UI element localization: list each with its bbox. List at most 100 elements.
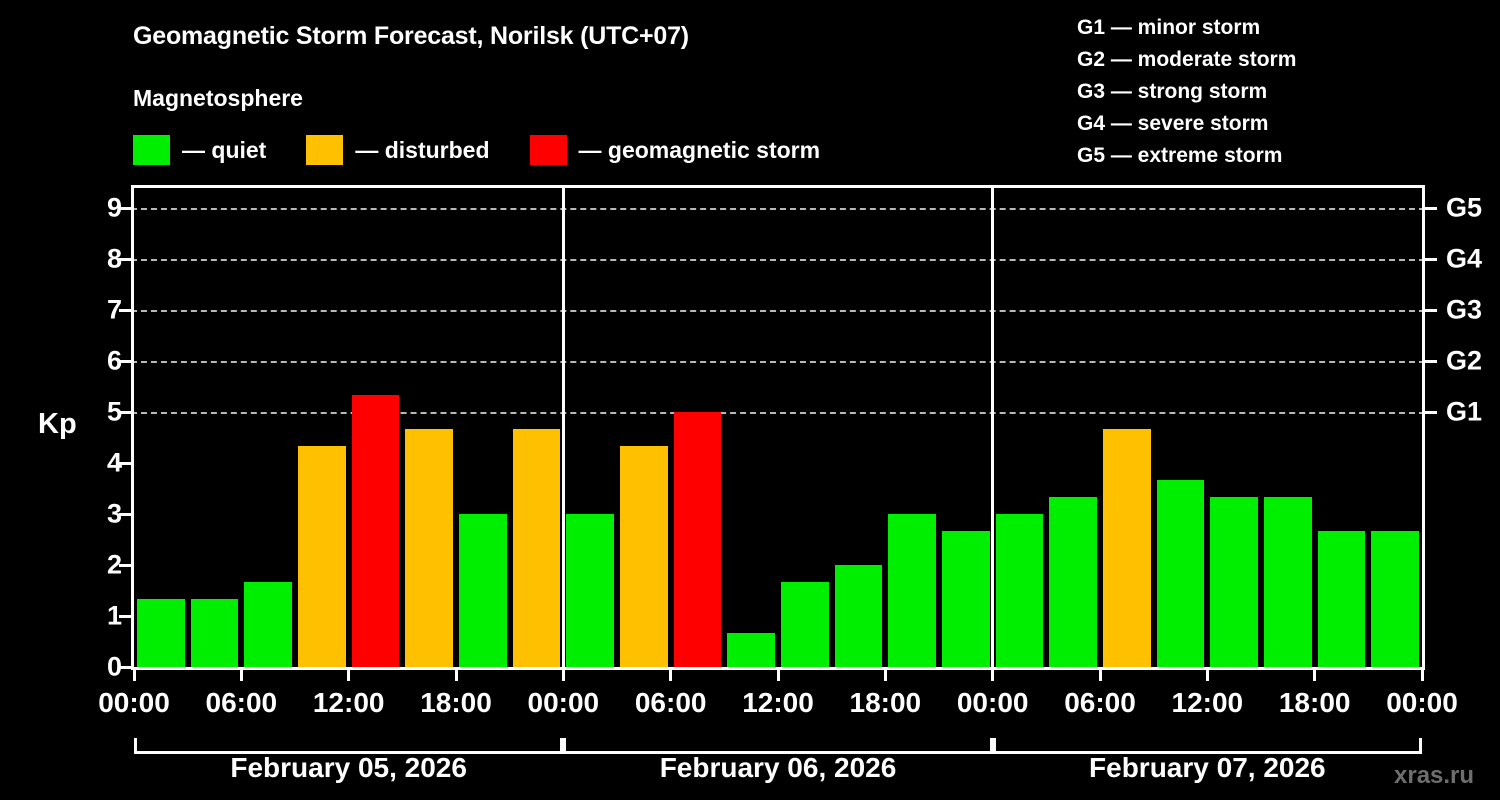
y-tick-mark-0 — [119, 666, 131, 669]
x-axis-tick-labels: 00:00 06:00 12:00 18:00 00:00 06:00 12:00 18:00… — [0, 687, 1500, 725]
page-title: Geomagnetic Storm Forecast, Norilsk (UTC… — [133, 22, 689, 50]
x-tick-label-11: 18:00 — [1278, 687, 1351, 718]
bar[interactable] — [566, 514, 614, 667]
g-axis-label-G5: G5 — [1446, 192, 1483, 223]
day-label-3: February 07, 2026 — [1089, 752, 1326, 783]
bar[interactable] — [1371, 530, 1419, 667]
x-tick-label-10: 12:00 — [1171, 687, 1244, 718]
bar[interactable] — [942, 530, 990, 667]
day-separator-1 — [561, 185, 565, 670]
g-tick-mark-G2 — [1425, 360, 1437, 364]
x-tick-label-5: 06:00 — [634, 687, 707, 718]
y-tick-label-7: 7 — [106, 294, 122, 325]
y-tick-label-6: 6 — [106, 345, 122, 376]
bar[interactable] — [351, 395, 400, 667]
bar[interactable] — [888, 514, 936, 667]
x-tick-label-6: 12:00 — [742, 687, 814, 718]
y-tick-label-4: 4 — [106, 447, 122, 478]
legend-label-disturbed: — disturbed — [355, 136, 490, 163]
x-tick-mark-0 — [132, 670, 136, 681]
x-tick-mark-12 — [1420, 670, 1424, 681]
bar-series — [134, 188, 1422, 667]
legend-label-quiet: — quiet — [182, 136, 267, 163]
legend-label-storm: — geomagnetic storm — [578, 136, 821, 163]
g-axis-label-G1: G1 — [1446, 396, 1483, 427]
x-tick-mark-8 — [991, 670, 995, 681]
bar[interactable] — [673, 412, 722, 667]
day-label-1: February 05, 2026 — [230, 752, 467, 783]
bar[interactable] — [190, 599, 239, 667]
g-legend-row-5: G5 — extreme storm — [1077, 144, 1283, 167]
bar[interactable] — [459, 514, 507, 667]
bar[interactable] — [995, 514, 1044, 667]
y-tick-mark-9 — [119, 207, 131, 211]
bar[interactable] — [1210, 497, 1258, 667]
magnetosphere-section-label: Magnetosphere — [133, 85, 303, 111]
bar[interactable] — [137, 599, 185, 667]
g-tick-mark-G1 — [1425, 411, 1437, 415]
bar[interactable] — [727, 632, 775, 667]
x-tick-label-3: 18:00 — [420, 687, 492, 718]
bar[interactable] — [620, 446, 668, 667]
y-tick-mark-4 — [119, 462, 131, 466]
x-tick-mark-11 — [1313, 670, 1317, 681]
x-tick-label-8: 00:00 — [956, 687, 1029, 718]
day-labels: February 05, 2026 February 06, 2026 Februa… — [0, 752, 1500, 796]
watermark: xras.ru — [1394, 762, 1475, 789]
x-tick-label-7: 18:00 — [849, 687, 922, 718]
y-tick-label-1: 1 — [106, 600, 122, 631]
x-tick-mark-1 — [239, 670, 243, 681]
x-axis-tick-marks — [131, 670, 1425, 682]
bar[interactable] — [512, 429, 561, 667]
y-axis-title: Kp — [38, 408, 77, 440]
y-axis-tick-marks — [119, 185, 133, 670]
legend-swatch-quiet — [133, 135, 170, 165]
color-legend: — quiet — disturbed — geomagnetic storm — [133, 133, 820, 167]
bar[interactable] — [1156, 480, 1205, 667]
bar[interactable] — [244, 581, 292, 667]
y-tick-mark-3 — [119, 513, 131, 517]
day-brackets — [0, 738, 1500, 760]
gridline-kp-5 — [131, 412, 1425, 415]
bar[interactable] — [405, 429, 453, 667]
y-tick-label-9: 9 — [106, 192, 122, 223]
y-tick-mark-2 — [119, 564, 131, 568]
g-tick-mark-G5 — [1425, 207, 1437, 211]
x-tick-label-2: 12:00 — [312, 687, 385, 718]
g-axis-label-G3: G3 — [1446, 294, 1483, 325]
g-legend-row-3: G3 — strong storm — [1077, 80, 1268, 103]
bar[interactable] — [834, 565, 883, 667]
g-axis-labels: G1 G2 G3 G4 G5 — [1446, 185, 1500, 670]
g-axis-tick-marks — [1425, 185, 1439, 670]
plot-area — [131, 185, 1425, 670]
bar[interactable] — [298, 446, 346, 667]
bar[interactable] — [781, 581, 829, 667]
y-tick-mark-7 — [119, 309, 131, 313]
y-tick-mark-5 — [119, 411, 131, 415]
x-tick-mark-3 — [454, 670, 458, 681]
bar[interactable] — [1049, 497, 1097, 667]
x-tick-label-9: 06:00 — [1064, 687, 1136, 718]
y-tick-label-8: 8 — [106, 243, 122, 274]
legend-swatch-storm — [529, 135, 567, 165]
bar[interactable] — [1317, 530, 1366, 667]
x-tick-label-1: 06:00 — [205, 687, 278, 718]
x-tick-mark-7 — [883, 670, 887, 681]
x-tick-mark-10 — [1205, 670, 1209, 681]
x-tick-mark-9 — [1098, 670, 1102, 681]
day-bracket-1 — [134, 738, 564, 754]
x-tick-mark-4 — [561, 670, 565, 681]
y-tick-label-0: 0 — [106, 651, 122, 682]
y-tick-mark-1 — [119, 615, 131, 619]
y-tick-mark-8 — [119, 258, 131, 262]
g-axis-label-G4: G4 — [1446, 243, 1483, 274]
g-legend-row-1: G1 — minor storm — [1077, 16, 1261, 39]
x-tick-label-12: 00:00 — [1386, 687, 1458, 718]
y-tick-mark-6 — [119, 360, 131, 364]
x-tick-label-4: 00:00 — [527, 687, 600, 718]
bar[interactable] — [1264, 497, 1312, 667]
y-tick-label-5: 5 — [106, 396, 122, 427]
bar[interactable] — [1103, 429, 1151, 667]
gridline-kp-6 — [131, 361, 1425, 364]
